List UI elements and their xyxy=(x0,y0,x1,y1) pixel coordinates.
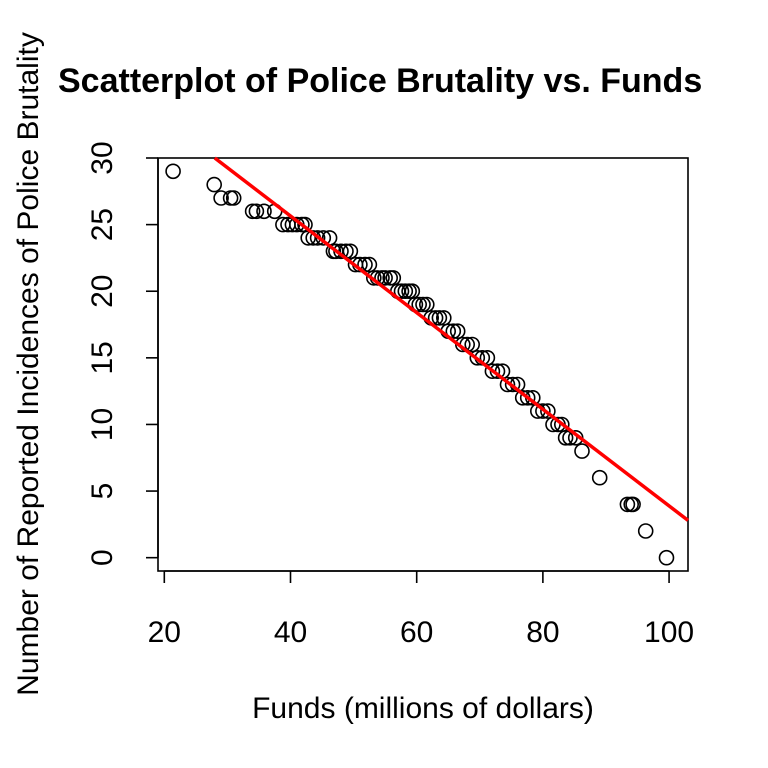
x-tick-label: 100 xyxy=(644,616,694,649)
y-tick-label: 30 xyxy=(86,141,119,174)
data-point xyxy=(365,270,382,286)
data-point xyxy=(625,496,641,513)
data-point xyxy=(222,190,239,206)
y-tick-label: 15 xyxy=(86,341,119,374)
data-point xyxy=(445,323,462,340)
data-point xyxy=(397,283,414,300)
data-point xyxy=(165,163,181,180)
data-point xyxy=(449,323,466,340)
data-point xyxy=(213,190,229,206)
y-tick-label: 10 xyxy=(86,408,119,441)
data-point xyxy=(309,230,326,246)
plot-area xyxy=(157,156,690,572)
data-point xyxy=(519,389,536,406)
data-point xyxy=(415,296,431,313)
x-tick-label: 40 xyxy=(274,616,307,649)
data-point xyxy=(464,336,481,353)
data-point xyxy=(411,296,428,313)
data-point xyxy=(591,469,608,486)
data-point xyxy=(342,243,359,260)
data-point xyxy=(431,310,448,326)
data-point xyxy=(557,429,574,446)
data-point xyxy=(244,203,261,220)
x-axis-label: Funds (millions of dollars) xyxy=(252,692,594,725)
y-tick-label: 20 xyxy=(86,275,119,308)
x-tick-label: 80 xyxy=(526,616,559,649)
data-point xyxy=(499,376,516,393)
y-axis-label: Number of Reported Incidences of Police … xyxy=(12,32,45,696)
data-point xyxy=(256,203,272,220)
y-tick-label: 25 xyxy=(86,208,119,241)
data-point xyxy=(377,270,393,286)
chart-title: Scatterplot of Police Brutality vs. Fund… xyxy=(58,62,702,100)
y-tick-label: 5 xyxy=(86,483,119,500)
x-tick-label: 20 xyxy=(148,616,181,649)
data-point xyxy=(574,443,590,459)
data-point xyxy=(619,496,636,513)
data-point xyxy=(206,176,222,193)
y-axis: 0 5 10 15 20 25 30 xyxy=(86,141,159,566)
data-point xyxy=(393,283,410,300)
data-point xyxy=(225,190,242,206)
data-point xyxy=(535,403,551,419)
data-point xyxy=(484,363,501,380)
data-point xyxy=(248,203,265,220)
data-point xyxy=(504,376,521,393)
x-axis: 20 40 60 80 100 xyxy=(148,570,694,649)
data-point xyxy=(540,403,556,419)
y-tick-label: 0 xyxy=(86,549,119,566)
x-tick-label: 60 xyxy=(400,616,433,649)
plot-border xyxy=(157,157,689,572)
points-layer xyxy=(165,163,675,566)
regression-line xyxy=(213,156,690,522)
data-point xyxy=(658,549,675,566)
data-point xyxy=(469,349,486,366)
data-point xyxy=(637,523,654,539)
